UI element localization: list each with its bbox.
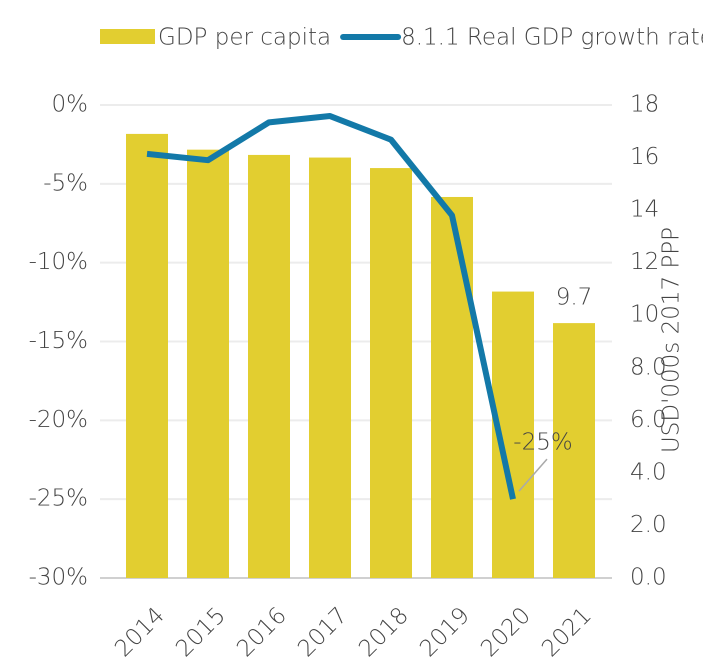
x-tick-label: 2021 — [537, 602, 597, 662]
y-tick-label: 0% — [52, 92, 89, 118]
y-tick-label: -20% — [29, 407, 88, 433]
data-label: 9.7 — [556, 285, 593, 311]
bar — [248, 154, 290, 578]
y2-tick-label: 8.0 — [630, 354, 667, 380]
y-tick-label: -5% — [43, 170, 88, 196]
bar — [126, 133, 168, 578]
y2-tick-label: 4.0 — [630, 459, 667, 485]
y2-tick-label: 14 — [630, 197, 659, 223]
bar — [370, 168, 412, 579]
y-tick-label: -15% — [29, 328, 88, 354]
leader-line — [518, 458, 548, 492]
x-tick-label: 2014 — [110, 602, 170, 662]
y2-axis-label: USD'000s 2017 PPP — [659, 227, 685, 453]
bar — [431, 196, 473, 578]
y-tick-label: -25% — [29, 486, 88, 512]
y2-tick-label: 2.0 — [630, 512, 667, 538]
bar — [553, 323, 595, 578]
y-tick-label: -10% — [29, 249, 88, 275]
y2-tick-label: 0.0 — [630, 565, 667, 591]
legend-swatch — [100, 29, 155, 44]
y2-tick-label: 18 — [630, 92, 659, 118]
data-label: -25% — [513, 430, 572, 456]
x-tick-label: 2016 — [232, 602, 292, 662]
y2-tick-label: 10 — [630, 302, 659, 328]
x-tick-label: 2015 — [171, 602, 231, 662]
x-tick-label: 2020 — [476, 602, 536, 662]
legend-label: GDP per capita — [158, 25, 331, 51]
y2-tick-label: 16 — [630, 144, 659, 170]
x-tick-label: 2019 — [415, 602, 475, 662]
y2-tick-label: 6.0 — [630, 407, 667, 433]
bar — [187, 149, 229, 578]
bar — [309, 157, 351, 579]
legend-label: 8.1.1 Real GDP growth rate — [401, 25, 703, 51]
x-tick-label: 2018 — [354, 602, 414, 662]
x-tick-label: 2017 — [293, 602, 353, 662]
line — [146, 113, 516, 500]
y-tick-label: -30% — [29, 565, 88, 591]
y2-tick-label: 12 — [630, 249, 659, 275]
